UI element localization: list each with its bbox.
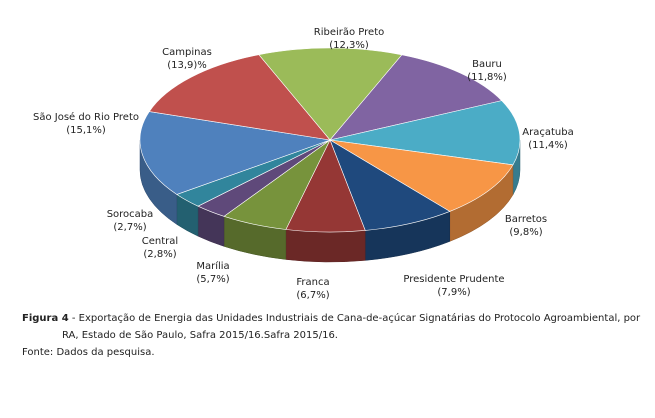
slice-value-label: (11,8%) bbox=[467, 72, 507, 83]
slice-label: Araçatuba bbox=[522, 127, 573, 138]
slice bbox=[329, 100, 521, 166]
slice-value-label: (15,1%) bbox=[66, 125, 106, 136]
slice-value-label: (11,4%) bbox=[528, 140, 568, 151]
slice bbox=[139, 111, 331, 195]
slice-label: São José do Rio Preto bbox=[33, 111, 139, 123]
slice-label: Marília bbox=[196, 260, 229, 272]
slice-value-label: (2,7%) bbox=[113, 222, 146, 233]
slice-label: Bauru bbox=[472, 59, 502, 70]
caption-text: - Exportação de Energia das Unidades Ind… bbox=[71, 313, 641, 324]
slice-label: Franca bbox=[296, 277, 329, 288]
slice bbox=[329, 139, 451, 231]
slice-side bbox=[285, 229, 366, 263]
slice-label: Sorocaba bbox=[107, 209, 154, 220]
slice bbox=[148, 54, 331, 141]
caption-label: Figura 4 bbox=[22, 313, 69, 324]
slice-value-label: (5,7%) bbox=[196, 274, 229, 285]
slice-value-label: (6,7%) bbox=[296, 290, 329, 301]
slice-value-label: (12,3%) bbox=[329, 40, 369, 51]
slice bbox=[329, 139, 514, 212]
slice-label: Central bbox=[142, 236, 178, 247]
source: Fonte: Dados da pesquisa. bbox=[22, 347, 155, 358]
slice-label: Ribeirão Preto bbox=[314, 27, 384, 38]
slice bbox=[258, 47, 403, 141]
slice-label: Presidente Prudente bbox=[403, 274, 504, 285]
slice-value-label: (2,8%) bbox=[143, 249, 176, 260]
slice-label: Campinas bbox=[162, 47, 212, 58]
slice-value-label: (13,9)% bbox=[167, 60, 207, 71]
caption-line2: RA, Estado de São Paulo, Safra 2015/16.S… bbox=[62, 330, 338, 341]
slice-value-label: (9,8%) bbox=[509, 227, 542, 238]
slice-value-label: (7,9%) bbox=[437, 287, 470, 298]
caption: Figura 4 - Exportação de Energia das Uni… bbox=[22, 313, 640, 324]
slice-label: Barretos bbox=[505, 214, 547, 225]
chart: Ribeirão Preto (12,3%) Bauru (11,8%) Araçatu… bbox=[33, 27, 574, 301]
slice bbox=[329, 54, 503, 141]
